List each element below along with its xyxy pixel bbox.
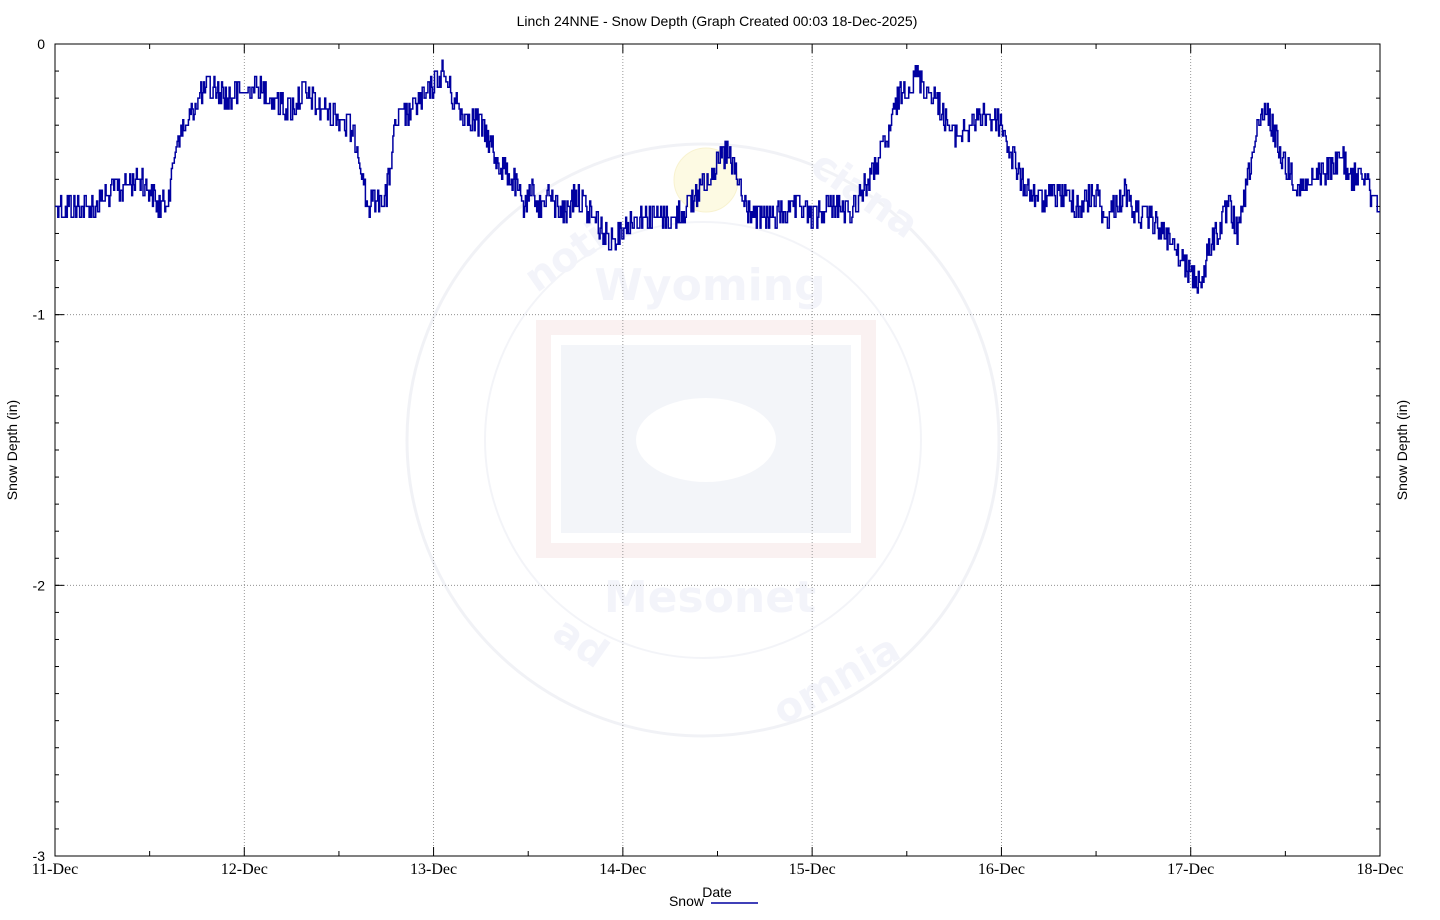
y-tick-label: -1	[33, 307, 46, 323]
x-axis-ticks: 11-Dec 12-Dec 13-Dec 14-Dec 15-Dec 16-Dec 17-D…	[32, 44, 1404, 878]
snow-series-line	[55, 59, 1380, 294]
mesonet-seal-watermark: Wyoming Mesonet noti ciana ad omnia	[405, 142, 1001, 738]
y-axis-ticks: 0 -1 -2 -3	[33, 36, 1380, 864]
x-tick-label: 12-Dec	[221, 861, 268, 878]
y-tick-label: -2	[33, 577, 46, 593]
x-tick-label: 17-Dec	[1167, 861, 1214, 878]
x-tick-label: 11-Dec	[32, 861, 79, 878]
legend-label-snow: Snow	[669, 893, 705, 909]
x-axis-label: Date	[702, 884, 732, 900]
x-tick-label: 15-Dec	[789, 861, 836, 878]
x-tick-label: 16-Dec	[978, 861, 1025, 878]
y-tick-label: 0	[37, 36, 45, 52]
y-axis-label-left: Snow Depth (in)	[4, 400, 20, 500]
watermark-bottom-text: Mesonet	[604, 572, 816, 623]
chart-title: Linch 24NNE - Snow Depth (Graph Created …	[517, 13, 918, 29]
y-tick-label: -3	[33, 848, 46, 864]
grid-lines	[55, 44, 1380, 856]
y-axis-label-right: Snow Depth (in)	[1394, 400, 1410, 500]
x-tick-label: 14-Dec	[599, 861, 646, 878]
legend: Snow	[669, 893, 758, 909]
watermark-top-text: Wyoming	[594, 260, 825, 311]
x-tick-label: 13-Dec	[410, 861, 457, 878]
x-tick-label: 18-Dec	[1356, 861, 1403, 878]
watermark-ring-right: ciana	[802, 142, 927, 248]
